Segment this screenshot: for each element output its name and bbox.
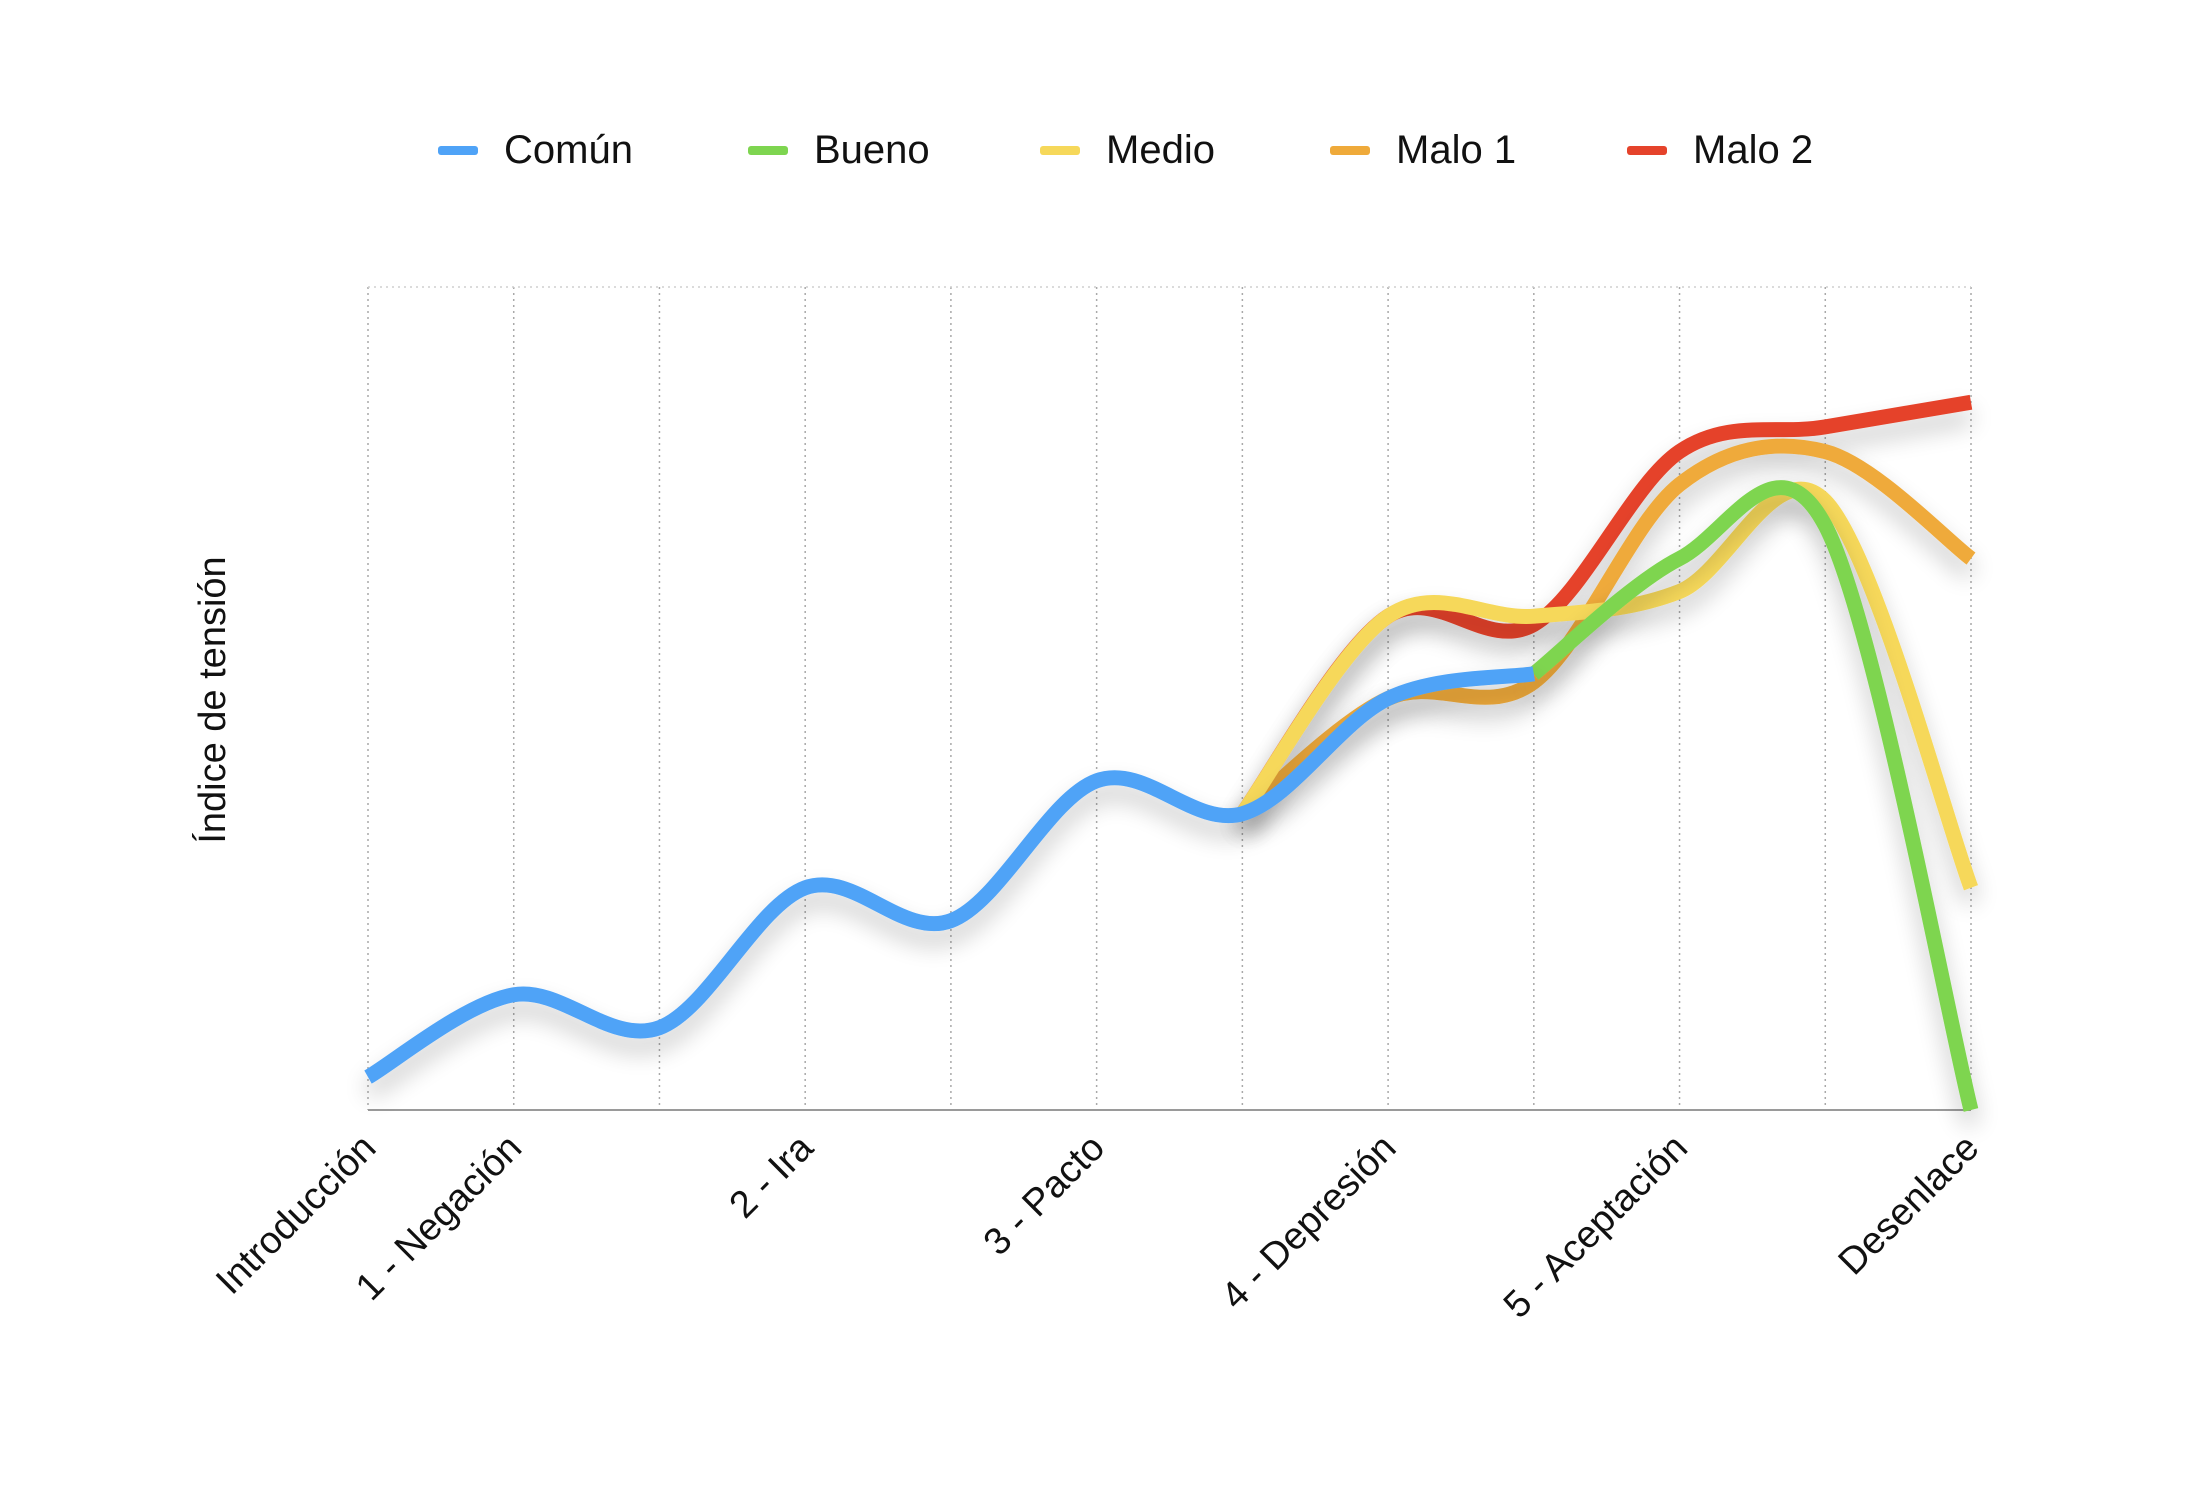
x-tick-label: 4 - Depresión <box>1213 1127 1404 1318</box>
series-line-comun <box>364 666 1536 1084</box>
x-tick-label: 5 - Aceptación <box>1496 1127 1696 1327</box>
legend-item: Bueno <box>748 118 930 182</box>
x-tick-label: 2 - Ira <box>722 1126 822 1226</box>
legend-swatch <box>748 145 788 155</box>
legend-swatch <box>1330 145 1370 155</box>
grid-lines <box>367 286 1972 1111</box>
series-line-bueno <box>1529 480 1979 1112</box>
series-group <box>364 394 1979 1112</box>
y-axis-label: Índice de tensión <box>191 556 234 843</box>
legend-swatch <box>1627 145 1667 155</box>
legend-item: Común <box>438 118 633 182</box>
legend-swatch <box>438 145 478 155</box>
legend-item: Malo 2 <box>1627 118 1813 182</box>
series-line-medio <box>1236 481 1979 891</box>
legend-label: Medio <box>1106 127 1215 172</box>
x-tick-label: Desenlace <box>1831 1127 1988 1284</box>
legend-item: Medio <box>1040 118 1215 182</box>
legend-item: Malo 1 <box>1330 118 1516 182</box>
legend-swatch <box>1040 145 1080 155</box>
legend-label: Bueno <box>814 127 930 172</box>
legend-label: Común <box>504 127 633 172</box>
legend-label: Malo 1 <box>1396 127 1517 172</box>
legend: Común Bueno Medio Malo 1 Malo 2 <box>0 118 2198 182</box>
x-tick-label: 3 - Pacto <box>976 1127 1113 1264</box>
legend-label: Malo 2 <box>1693 127 1814 172</box>
